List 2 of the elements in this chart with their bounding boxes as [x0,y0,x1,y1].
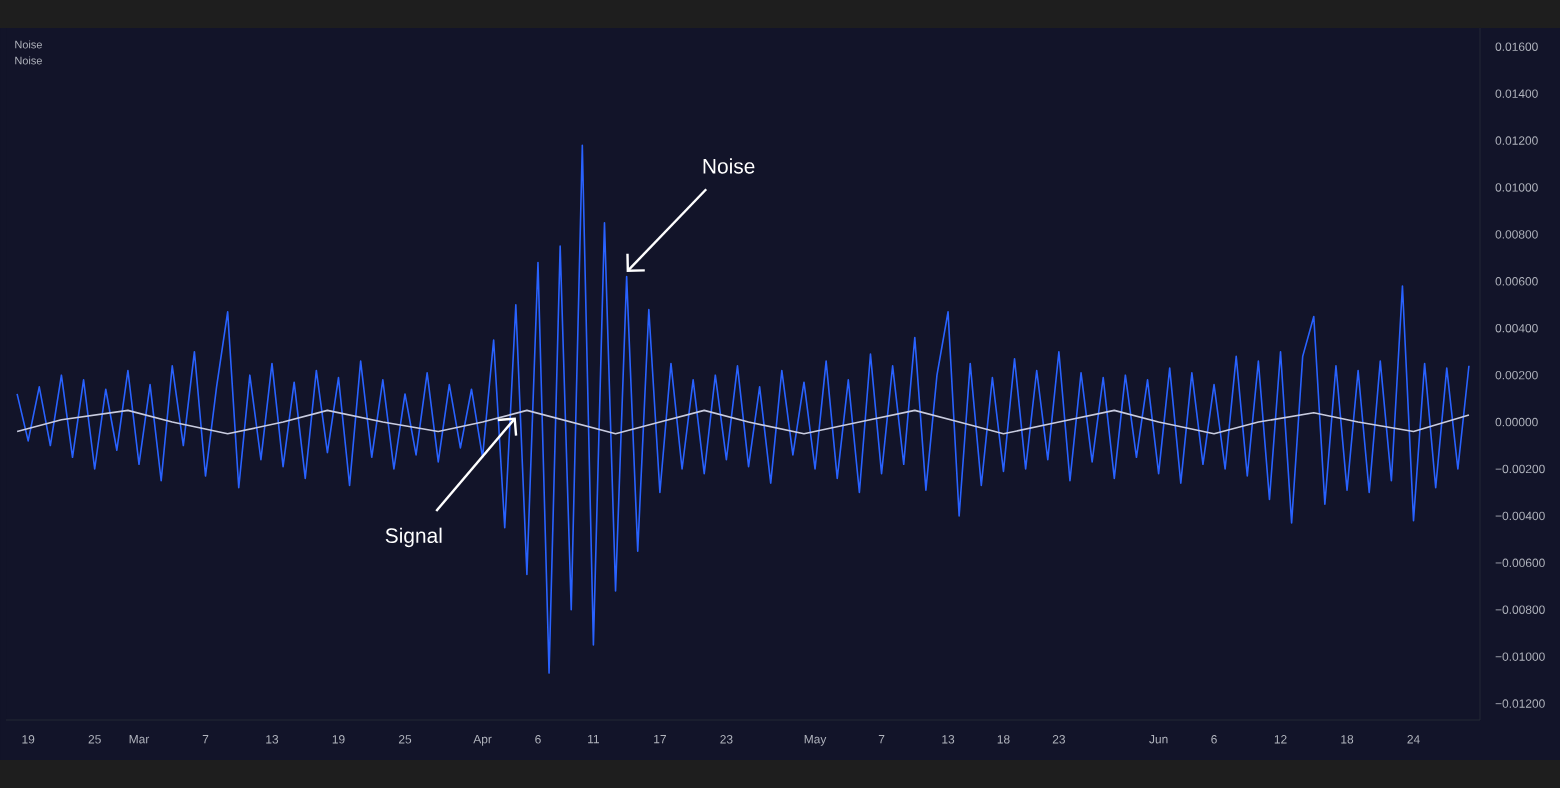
annotation: Noise [703,158,755,174]
annotation: Signal [385,527,442,548]
